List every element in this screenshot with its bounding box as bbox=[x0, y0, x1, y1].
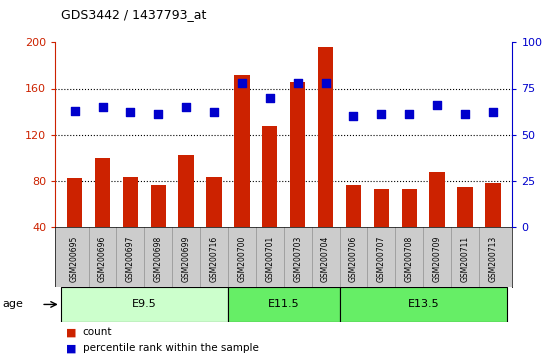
Point bbox=[154, 112, 163, 117]
Point bbox=[209, 110, 218, 115]
Text: GSM200699: GSM200699 bbox=[182, 236, 191, 282]
Point bbox=[461, 112, 469, 117]
Point bbox=[293, 80, 302, 86]
Bar bbox=[179, 155, 194, 227]
Bar bbox=[374, 189, 389, 227]
Bar bbox=[457, 188, 473, 227]
Bar bbox=[95, 158, 110, 227]
Text: GSM200708: GSM200708 bbox=[405, 236, 414, 282]
Point bbox=[377, 112, 386, 117]
Text: GSM200704: GSM200704 bbox=[321, 236, 330, 282]
Text: percentile rank within the sample: percentile rank within the sample bbox=[83, 343, 258, 353]
Text: GSM200695: GSM200695 bbox=[70, 236, 79, 282]
Bar bbox=[262, 126, 278, 227]
Text: GSM200706: GSM200706 bbox=[349, 236, 358, 282]
Point bbox=[349, 113, 358, 119]
Text: ■: ■ bbox=[66, 343, 77, 353]
Bar bbox=[234, 75, 250, 227]
Bar bbox=[67, 178, 82, 227]
Text: ■: ■ bbox=[66, 327, 77, 337]
Bar bbox=[485, 183, 500, 227]
Text: age: age bbox=[3, 299, 24, 309]
Bar bbox=[429, 172, 445, 227]
Text: GSM200707: GSM200707 bbox=[377, 236, 386, 282]
Bar bbox=[290, 81, 305, 227]
Point bbox=[321, 80, 330, 86]
Point bbox=[489, 110, 498, 115]
Bar bbox=[346, 185, 361, 227]
Text: GSM200697: GSM200697 bbox=[126, 236, 135, 282]
Point bbox=[266, 95, 274, 101]
Bar bbox=[207, 177, 222, 227]
Text: E9.5: E9.5 bbox=[132, 299, 156, 309]
Point bbox=[182, 104, 191, 110]
Bar bbox=[61, 287, 228, 322]
Text: GSM200711: GSM200711 bbox=[461, 236, 469, 282]
Bar bbox=[339, 287, 507, 322]
Text: GSM200698: GSM200698 bbox=[154, 236, 163, 282]
Text: GSM200703: GSM200703 bbox=[293, 236, 302, 282]
Text: GSM200696: GSM200696 bbox=[98, 236, 107, 282]
Point bbox=[70, 108, 79, 113]
Text: E11.5: E11.5 bbox=[268, 299, 300, 309]
Text: GSM200709: GSM200709 bbox=[433, 236, 442, 282]
Bar bbox=[123, 177, 138, 227]
Point bbox=[433, 102, 441, 108]
Point bbox=[237, 80, 246, 86]
Bar bbox=[150, 185, 166, 227]
Bar bbox=[228, 287, 339, 322]
Point bbox=[98, 104, 107, 110]
Bar bbox=[402, 189, 417, 227]
Text: GDS3442 / 1437793_at: GDS3442 / 1437793_at bbox=[61, 8, 206, 21]
Text: count: count bbox=[83, 327, 112, 337]
Text: E13.5: E13.5 bbox=[407, 299, 439, 309]
Text: GSM200716: GSM200716 bbox=[209, 236, 219, 282]
Point bbox=[405, 112, 414, 117]
Text: GSM200713: GSM200713 bbox=[488, 236, 498, 282]
Bar bbox=[318, 47, 333, 227]
Text: GSM200700: GSM200700 bbox=[237, 236, 246, 282]
Text: GSM200701: GSM200701 bbox=[266, 236, 274, 282]
Point bbox=[126, 110, 135, 115]
